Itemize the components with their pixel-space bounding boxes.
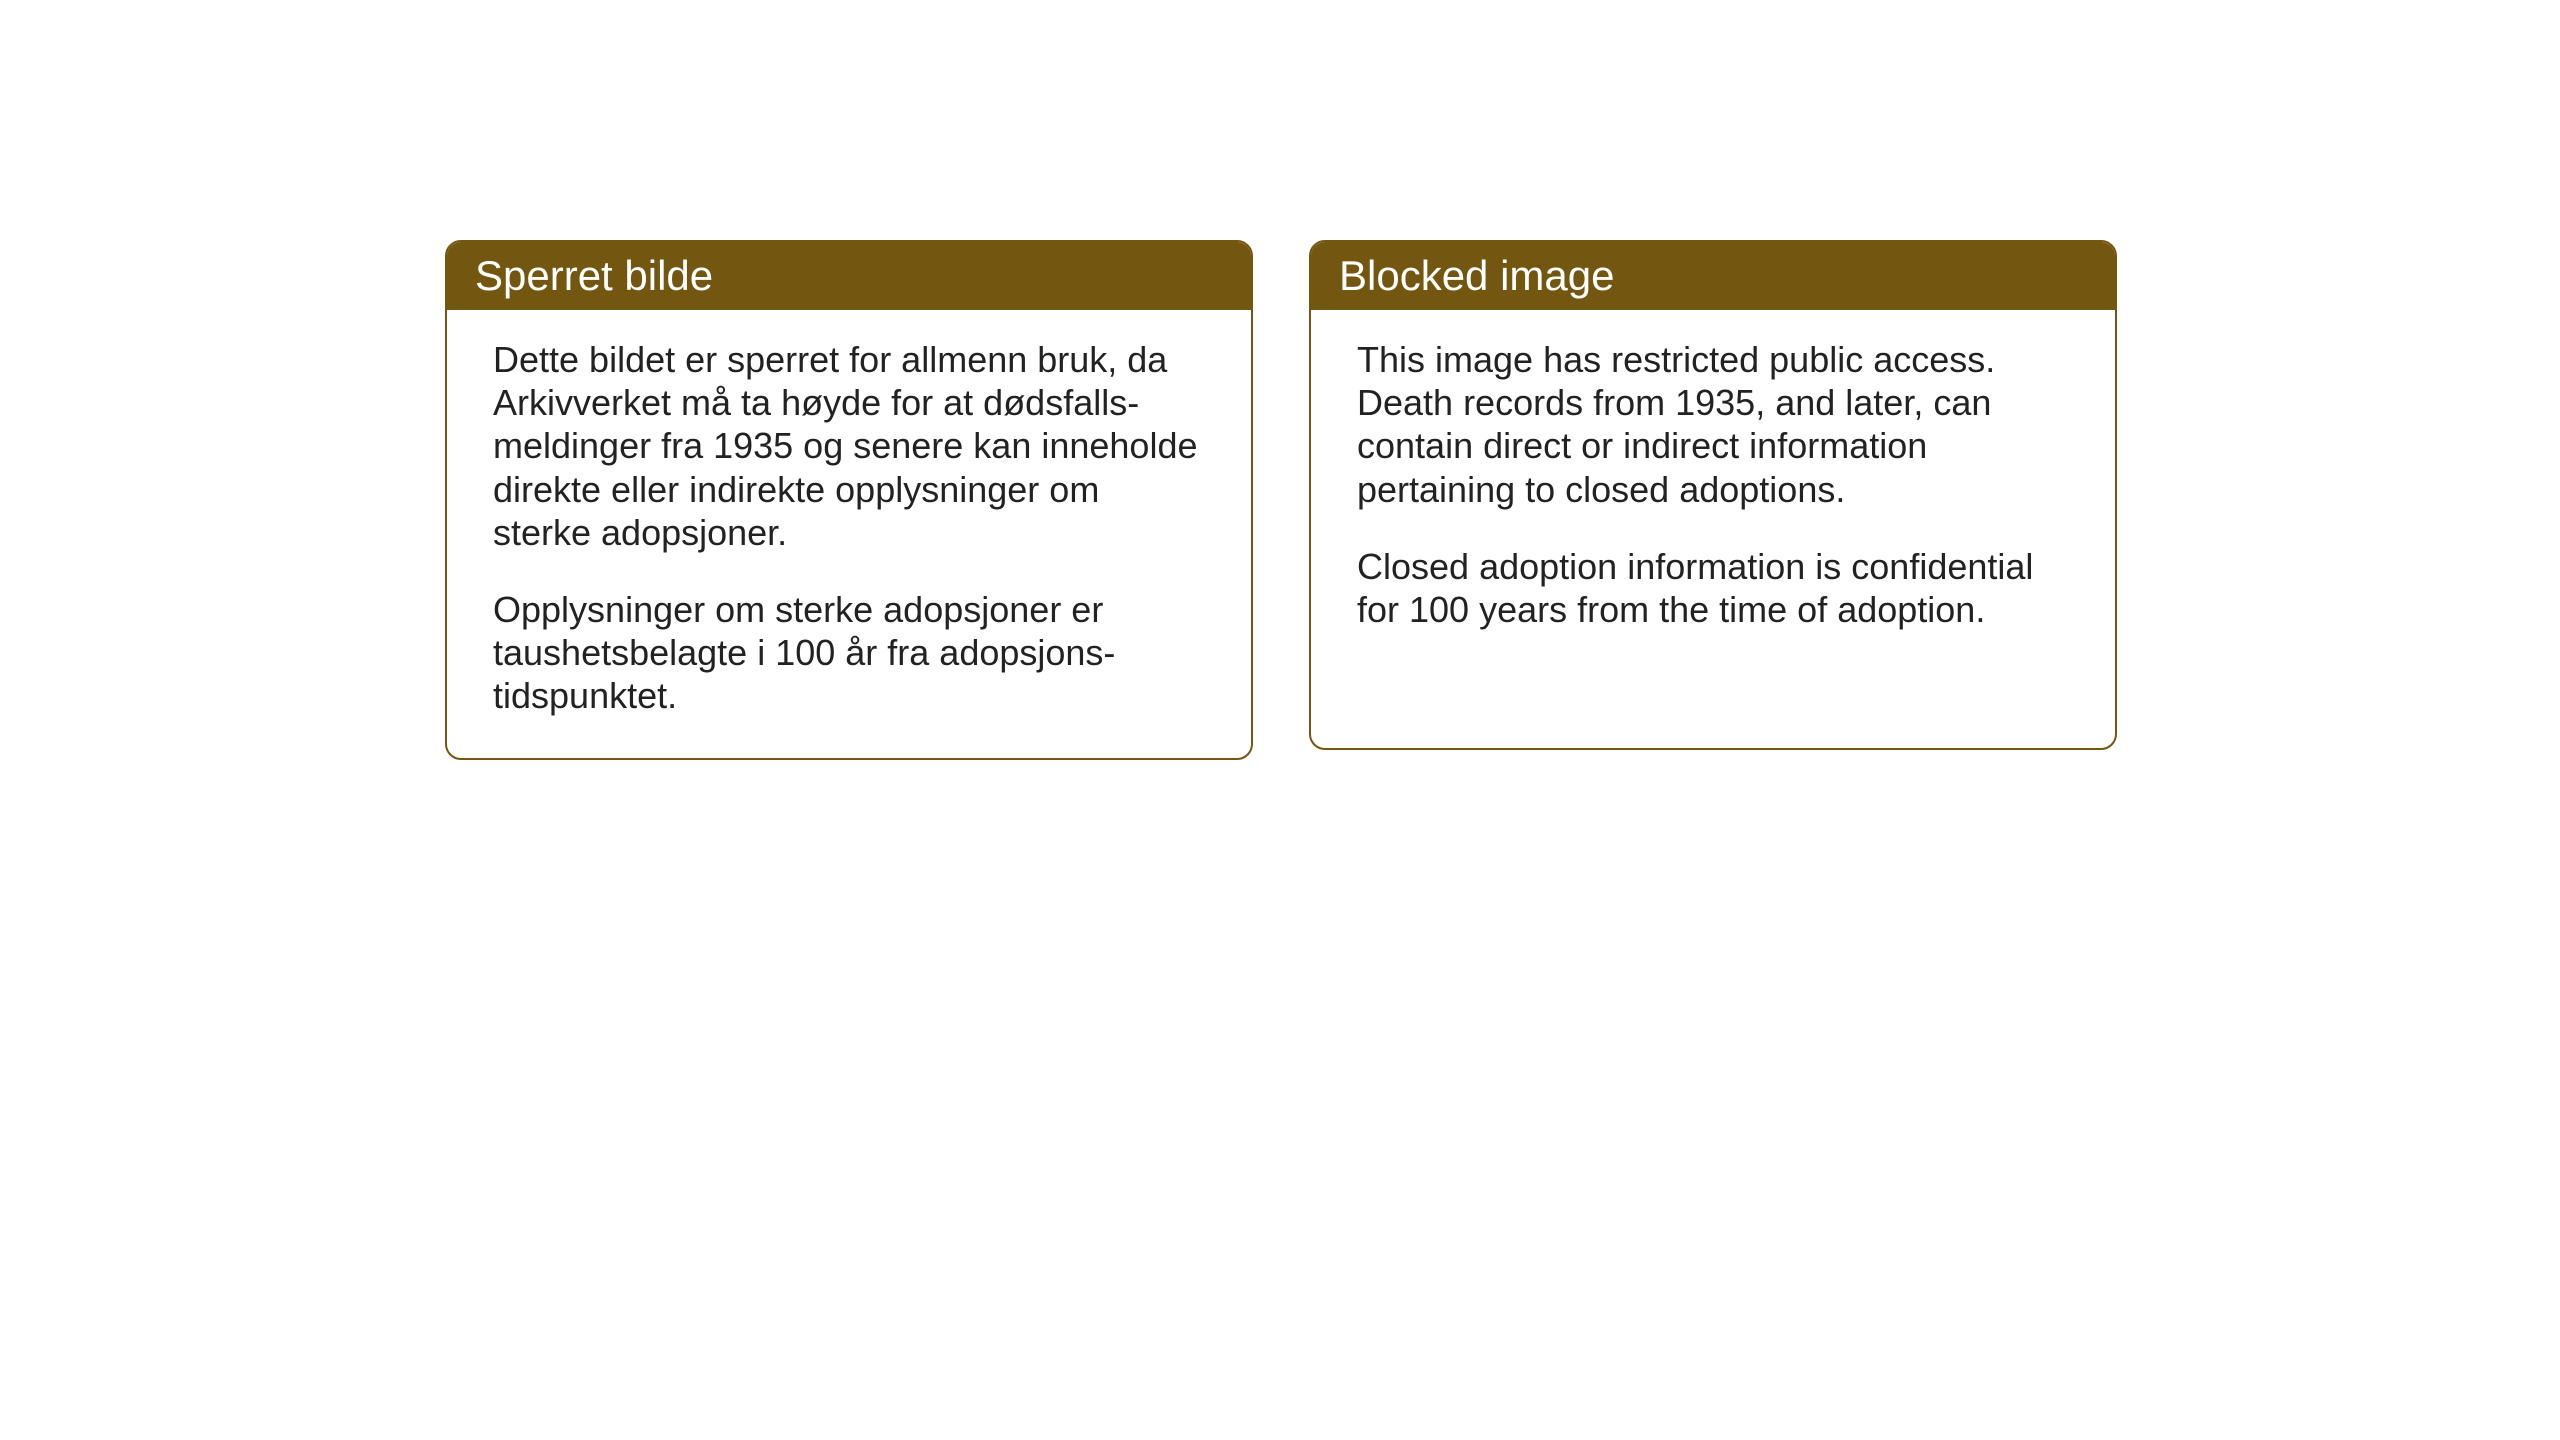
blocked-image-card-english: Blocked image This image has restricted … bbox=[1309, 240, 2117, 750]
card-paragraph-2-english: Closed adoption information is confident… bbox=[1357, 545, 2069, 631]
card-paragraph-1-norwegian: Dette bildet er sperret for allmenn bruk… bbox=[493, 338, 1205, 554]
card-header-english: Blocked image bbox=[1311, 242, 2115, 310]
card-paragraph-1-english: This image has restricted public access.… bbox=[1357, 338, 2069, 511]
card-paragraph-2-norwegian: Opplysninger om sterke adopsjoner er tau… bbox=[493, 588, 1205, 718]
card-title-norwegian: Sperret bilde bbox=[475, 252, 713, 299]
card-body-norwegian: Dette bildet er sperret for allmenn bruk… bbox=[447, 310, 1251, 758]
notice-cards-container: Sperret bilde Dette bildet er sperret fo… bbox=[445, 240, 2117, 760]
card-header-norwegian: Sperret bilde bbox=[447, 242, 1251, 310]
card-body-english: This image has restricted public access.… bbox=[1311, 310, 2115, 671]
blocked-image-card-norwegian: Sperret bilde Dette bildet er sperret fo… bbox=[445, 240, 1253, 760]
card-title-english: Blocked image bbox=[1339, 252, 1614, 299]
